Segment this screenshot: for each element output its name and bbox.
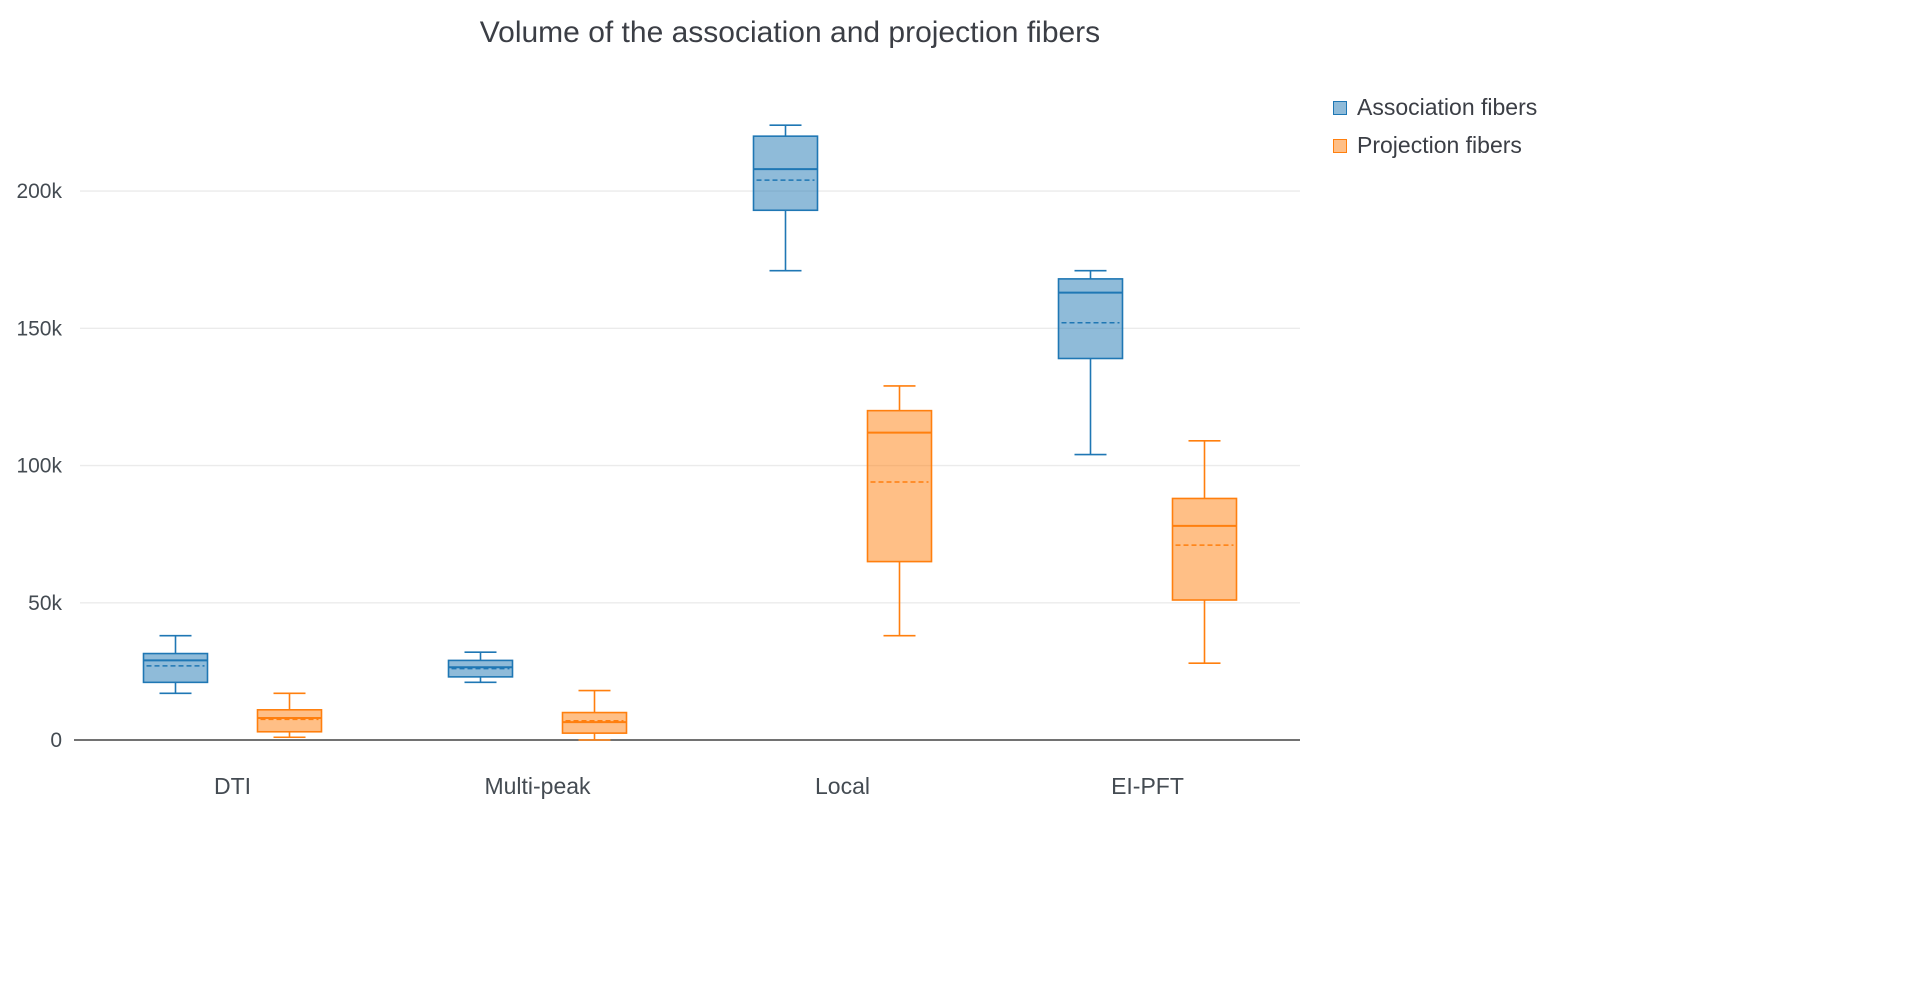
y-tick-label: 200k bbox=[16, 180, 62, 203]
box-association-fibers-multi-peak[interactable] bbox=[447, 651, 514, 684]
y-tick-label: 50k bbox=[28, 592, 62, 615]
x-category-label: EI-PFT bbox=[1111, 773, 1184, 799]
legend-item-projection-fibers[interactable]: Projection fibers bbox=[1333, 132, 1537, 159]
box-association-fibers-local[interactable] bbox=[752, 124, 819, 272]
y-tick-label: 150k bbox=[16, 317, 62, 340]
box-association-fibers-ei-pft[interactable] bbox=[1057, 269, 1124, 456]
box-projection-fibers-dti[interactable] bbox=[256, 692, 323, 739]
box-association-fibers-dti[interactable] bbox=[142, 634, 209, 695]
legend: Association fibers Projection fibers bbox=[1333, 94, 1537, 159]
legend-label-association: Association fibers bbox=[1357, 94, 1538, 120]
x-category-label: Local bbox=[815, 773, 870, 799]
x-category-label: Multi-peak bbox=[484, 773, 591, 799]
legend-swatch-projection-icon bbox=[1333, 138, 1347, 153]
y-tick-label: 0 bbox=[50, 729, 62, 752]
y-tick-label: 100k bbox=[16, 455, 62, 478]
legend-swatch-association-icon bbox=[1333, 100, 1347, 115]
legend-label-projection: Projection fibers bbox=[1357, 132, 1522, 158]
box-projection-fibers-local[interactable] bbox=[866, 385, 933, 637]
legend-item-association-fibers[interactable]: Association fibers bbox=[1333, 94, 1537, 121]
box-projection-fibers-ei-pft[interactable] bbox=[1171, 440, 1238, 664]
chart-title: Volume of the association and projection… bbox=[479, 16, 1101, 49]
box-projection-fibers-multi-peak[interactable] bbox=[561, 689, 628, 741]
x-category-label: DTI bbox=[214, 773, 251, 799]
